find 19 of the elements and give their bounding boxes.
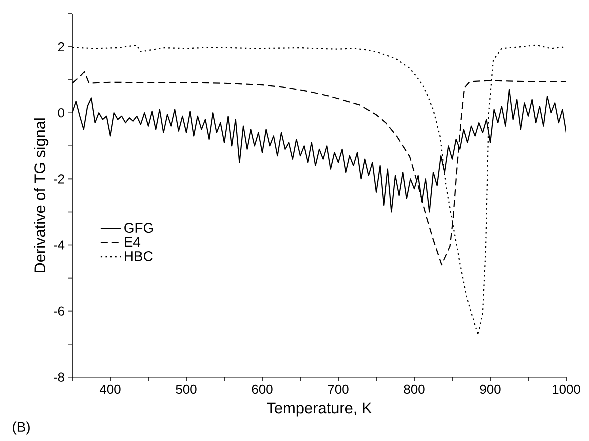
x-tick-label: 800 [404, 384, 425, 394]
x-axis-title: Temperature, K [267, 402, 372, 417]
y-axis-title: Derivative of TG signal [34, 118, 49, 273]
x-tick-label: 400 [100, 384, 121, 394]
text: (B) [13, 422, 30, 435]
x-tick-label: 900 [480, 384, 501, 394]
legend-label: E4 [125, 237, 141, 247]
y-tick-label: 0 [58, 108, 64, 118]
y-tick-label: -2 [54, 174, 64, 184]
x-tick-label: 500 [176, 384, 197, 394]
y-tick-label: -4 [54, 240, 65, 250]
legend-label: HBC [125, 251, 153, 262]
x-tick-label: 1000 [553, 384, 580, 394]
legend-label: GFG [124, 223, 154, 234]
x-tick-label: 600 [252, 384, 273, 394]
y-tick-label: 2 [58, 42, 64, 52]
x-tick-label: 700 [328, 384, 349, 394]
y-tick-label: -6 [54, 306, 64, 316]
y-tick-label: -8 [54, 372, 64, 382]
